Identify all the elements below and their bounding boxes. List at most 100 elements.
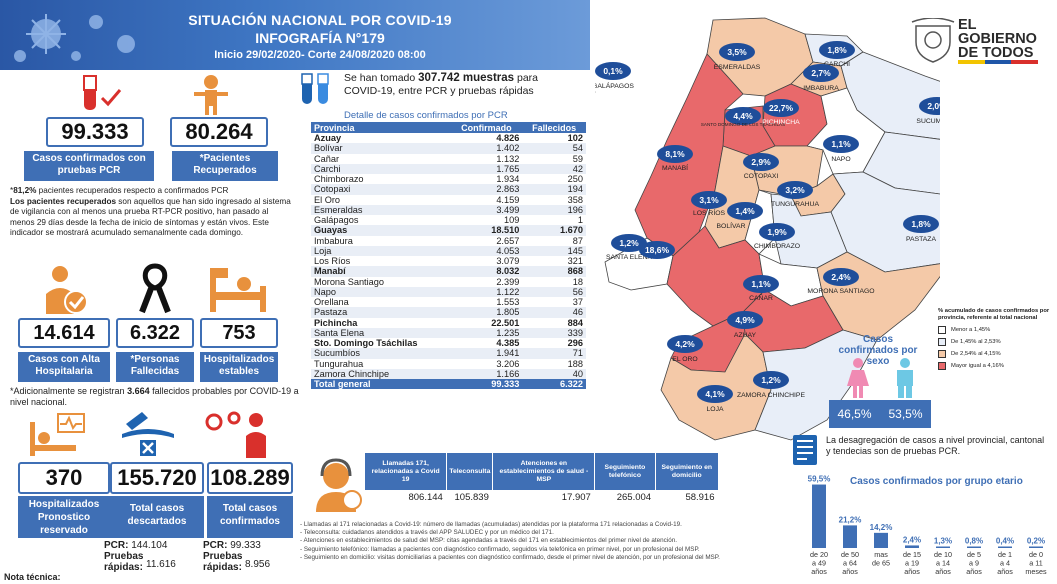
deceased-cell: 71 <box>522 348 586 359</box>
sex-values: 46,5% 53,5% <box>829 400 931 428</box>
province-pct-badge <box>777 181 813 199</box>
province-name-cell: Morona Santiago <box>311 276 451 287</box>
confirmed-cell: 18.510 <box>450 225 523 236</box>
table-row: Tungurahua 3.206 188 <box>311 358 586 369</box>
province-pct-label: 1,8% <box>827 45 847 55</box>
confirmed-cell: 4.159 <box>450 194 523 205</box>
table-row: Carchi 1.765 42 <box>311 163 586 174</box>
age-category-label: de 10 a 14 años <box>934 550 952 576</box>
discharged-label: Casos con Alta Hospitalaria <box>18 352 110 382</box>
table-row: Sto. Domingo Tsáchilas 4.385 296 <box>311 338 586 349</box>
province-name-cell: Orellana <box>311 297 451 308</box>
age-bar-value-label: 0,2% <box>1027 537 1045 546</box>
deceased-cell: 59 <box>522 153 586 164</box>
deceased-cell: 18 <box>522 276 586 287</box>
confirmed-cell: 1.805 <box>450 307 523 318</box>
province-pct-label: 4,2% <box>675 339 695 349</box>
table-row: Los Ríos 3.079 321 <box>311 256 586 267</box>
table-row: Chimborazo 1.934 250 <box>311 174 586 185</box>
male-pct: 53,5% <box>888 407 923 421</box>
age-bar <box>967 546 981 548</box>
confirmed-cell: 4.385 <box>450 338 523 349</box>
age-bar-value-label: 0,8% <box>965 537 983 546</box>
province-name-cell: Imbabura <box>311 235 451 246</box>
table-row: Manabí 8.032 868 <box>311 266 586 277</box>
province-pct-label: 1,4% <box>735 206 755 216</box>
table-row: Guayas 18.510 1.670 <box>311 225 586 236</box>
discarded-rapid: 11.616 <box>146 559 176 570</box>
legend-item: De 1,45% al 2,53% <box>938 338 1056 346</box>
discarded-label: Total casos descartados <box>110 496 204 538</box>
province-name-cell: Pichincha <box>311 317 451 328</box>
table-row: Galápagos 109 1 <box>311 215 586 226</box>
calls-value-cell: 806.144 <box>408 492 443 503</box>
discarded-test-icon <box>122 412 174 456</box>
province-pct-badge <box>657 145 693 163</box>
province-name-label: NAPO <box>831 156 850 163</box>
province-name-cell: Chimborazo <box>311 174 451 185</box>
province-pct-label: 0,1% <box>603 66 623 76</box>
table-total-row: Total general 99.333 6.322 <box>311 379 586 390</box>
confirmed-cell: 1.235 <box>450 327 523 338</box>
province-pct-label: 3,1% <box>699 195 719 205</box>
discarded-breakdown: PCR: 144.104 Pruebas rápidas: 11.616 <box>104 540 176 573</box>
province-name-cell: Cotopaxi <box>311 184 451 195</box>
table-row: Bolívar 1.402 54 <box>311 143 586 154</box>
deceased-cell: 54 <box>522 143 586 154</box>
table-row: Sucumbíos 1.941 71 <box>311 348 586 359</box>
deceased-cell: 188 <box>522 358 586 369</box>
province-table-header: Provincia Confirmado Fallecidos <box>311 122 586 133</box>
deceased-cell: 46 <box>522 307 586 318</box>
deceased-cell: 296 <box>522 338 586 349</box>
legend-label: Mayor igual a 4,16% <box>951 363 1004 369</box>
confirmed-cell: 8.032 <box>450 266 523 277</box>
table-row: Santa Elena 1.235 339 <box>311 327 586 338</box>
province-pct-badge <box>697 385 733 403</box>
hospital-bed-icon <box>210 268 266 312</box>
province-pct-badge <box>725 107 761 125</box>
table-row: Pichincha 22.501 884 <box>311 317 586 328</box>
discharged-person-icon <box>46 266 88 314</box>
confirmed-cell: 4.053 <box>450 245 523 256</box>
total-confirmed-label: Total casos confirmados <box>207 496 293 538</box>
calls-header-cell: Seguimiento telefónico <box>594 453 656 490</box>
province-pct-badge <box>691 191 727 209</box>
deceased-cell: 102 <box>522 133 586 144</box>
female-icon <box>847 358 869 398</box>
confirmed-pcr: 99.333 <box>230 540 261 551</box>
discharged-value: 14.614 <box>18 318 110 348</box>
province-name-label: CAÑAR <box>749 293 773 302</box>
province-name-label: EL ORO <box>672 356 697 363</box>
deceased-cell: 1 <box>522 215 586 226</box>
confirmed-cell: 1.122 <box>450 286 523 297</box>
clipboard-chart-icon <box>793 435 817 465</box>
deceased-cell: 145 <box>522 245 586 256</box>
map-legend: % acumulado de casos confirmados por pro… <box>938 308 1056 370</box>
province-name-cell: Napo <box>311 286 451 297</box>
confirmed-cell: 3.206 <box>450 358 523 369</box>
footnote-line: - Seguimiento en domicilio: visitas domi… <box>300 553 720 561</box>
virus-decoration-icon <box>14 14 135 62</box>
recovered-def-bold: Los pacientes recuperados <box>10 196 117 206</box>
deceased-cell: 250 <box>522 174 586 185</box>
calls-header-cell: Teleconsulta <box>446 453 494 490</box>
recovered-value: 80.264 <box>170 117 268 147</box>
legend-swatch <box>938 362 946 370</box>
province-name-label: LOS RÍOS <box>693 208 726 217</box>
call-center-icon <box>316 458 362 512</box>
province-name-label: CARCHI <box>824 61 850 68</box>
province-name-label: SANTO DOMINGO DE LOS TSACHILAS <box>701 122 785 127</box>
province-name-cell: Zamora Chinchipe <box>311 368 451 379</box>
province-name-cell: Guayas <box>311 225 451 236</box>
confirmed-cell: 1.402 <box>450 143 523 154</box>
province-name-label: PICHINCHA <box>762 119 800 126</box>
province-pct-badge <box>743 153 779 171</box>
province-pct-label: 18,6% <box>645 245 670 255</box>
confirmed-cell: 109 <box>450 215 523 226</box>
province-name-label: SUCUMBÍOS <box>916 116 940 125</box>
calls-value-cell: 17.907 <box>561 492 591 503</box>
age-bar-value-label: 21,2% <box>839 515 862 524</box>
province-table-title: Detalle de casos confirmados por PCR <box>344 110 508 121</box>
deceased-cell: 339 <box>522 327 586 338</box>
